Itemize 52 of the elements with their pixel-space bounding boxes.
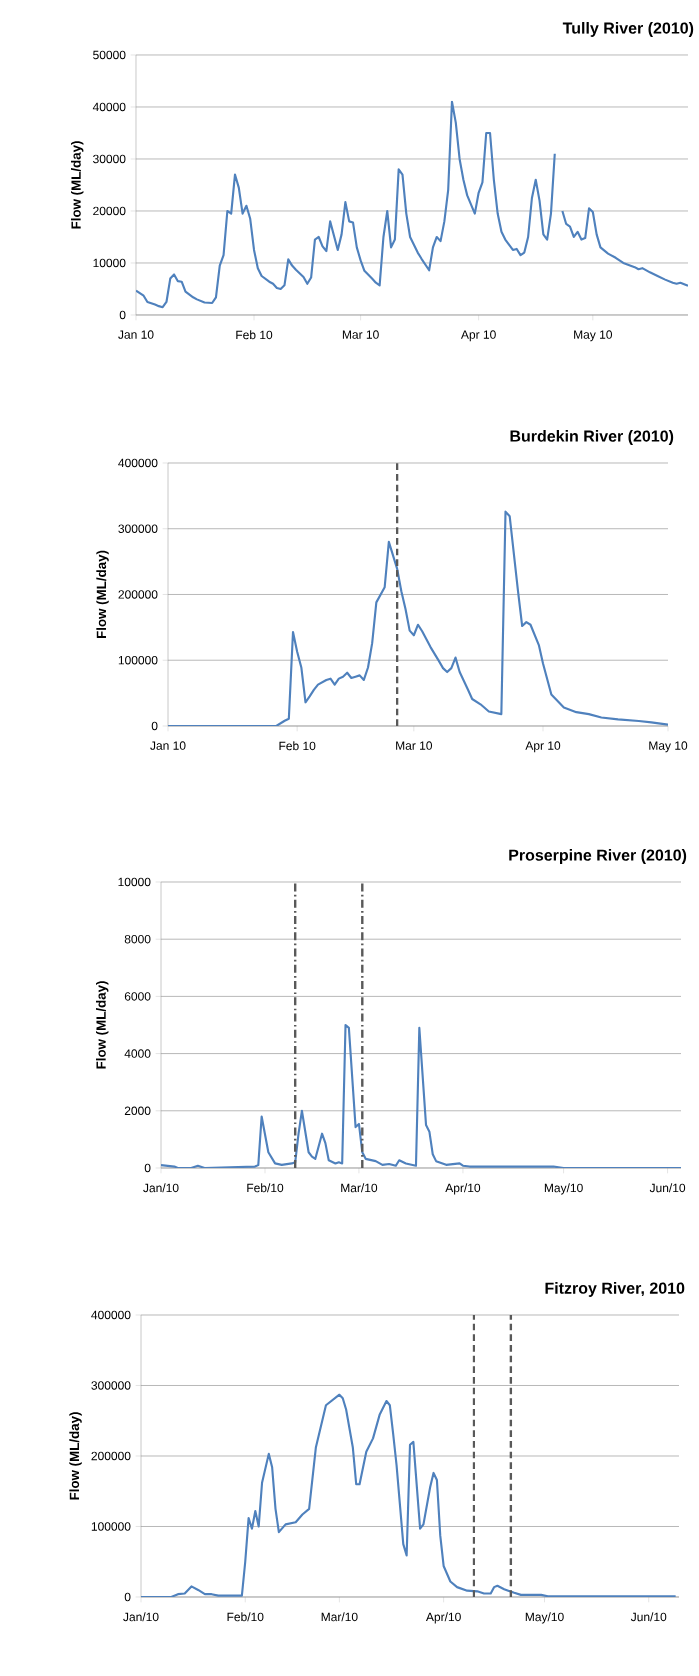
x-tick-label: Apr 10 — [460, 330, 496, 342]
y-tick-label: 6000 — [124, 992, 151, 1001]
x-tick-label: Mar/10 — [321, 1612, 358, 1622]
x-tick-label: Jan 10 — [118, 330, 154, 339]
x-tick-label: Jan/10 — [123, 1612, 159, 1622]
y-tick-label: 0 — [124, 1592, 131, 1602]
y-tick-label: 300000 — [91, 1381, 131, 1390]
y-axis-title: Flow (ML/day) — [71, 141, 84, 229]
x-tick-label: Mar 10 — [342, 330, 379, 339]
x-tick-label: Apr/10 — [445, 1183, 481, 1195]
y-tick-label: 400000 — [91, 1310, 131, 1320]
x-tick-label: Feb 10 — [236, 330, 273, 340]
y-tick-label: 400000 — [118, 458, 158, 468]
chart-title: Fitzroy River, 2010 — [545, 1282, 685, 1297]
x-tick-label: Feb 10 — [279, 741, 316, 751]
x-tick-label: Jan/10 — [143, 1183, 179, 1193]
x-tick-label: Feb/10 — [247, 1183, 284, 1193]
y-tick-label: 8000 — [124, 934, 151, 944]
x-tick-label: May/10 — [525, 1612, 564, 1624]
x-tick-label: May 10 — [649, 741, 688, 753]
y-tick-label: 0 — [144, 1163, 151, 1173]
y-axis-title: Flow (ML/day) — [96, 550, 109, 639]
x-tick-label: Apr 10 — [525, 741, 561, 753]
y-tick-label: 50000 — [93, 50, 126, 60]
x-tick-label: Mar 10 — [396, 741, 433, 750]
x-tick-label: Feb/10 — [227, 1612, 264, 1622]
chart-title: Proserpine River (2010) — [509, 849, 687, 864]
y-tick-label: 100000 — [91, 1522, 131, 1531]
y-tick-label: 30000 — [93, 154, 126, 164]
y-axis-title: Flow (ML/day) — [69, 1412, 82, 1500]
chart-title: Burdekin River (2010) — [510, 430, 674, 445]
y-tick-label: 0 — [151, 721, 158, 731]
y-tick-label: 300000 — [118, 524, 158, 533]
y-tick-label: 10000 — [118, 877, 151, 887]
y-tick-label: 20000 — [93, 206, 126, 216]
x-tick-label: May/10 — [544, 1183, 583, 1195]
x-tick-label: Jun/10 — [649, 1183, 686, 1193]
y-tick-label: 200000 — [118, 590, 158, 599]
y-tick-label: 4000 — [124, 1049, 151, 1058]
y-tick-label: 10000 — [93, 258, 126, 268]
x-tick-label: May 10 — [574, 330, 613, 342]
x-tick-label: Mar/10 — [341, 1183, 378, 1193]
y-tick-label: 200000 — [91, 1451, 131, 1461]
y-tick-label: 2000 — [124, 1106, 151, 1116]
y-tick-label: 40000 — [92, 102, 126, 112]
x-tick-label: Jun/10 — [630, 1612, 667, 1622]
y-tick-label: 0 — [119, 310, 126, 320]
y-tick-label: 100000 — [118, 655, 158, 665]
x-tick-label: Jan 10 — [150, 741, 186, 750]
x-tick-label: Apr/10 — [425, 1612, 461, 1624]
chart-title: Tully River (2010) — [562, 22, 694, 37]
y-axis-title: Flow (ML/day) — [96, 981, 109, 1069]
